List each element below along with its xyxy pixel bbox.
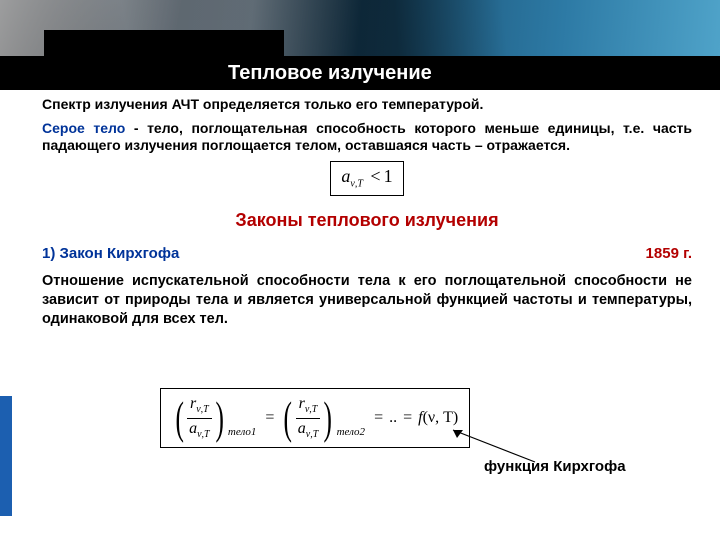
law1-body: Отношение испускательной способности тел… bbox=[42, 272, 692, 329]
law1-header-row: 1) Закон Кирхгофа 1859 г. bbox=[42, 245, 692, 262]
formula1-op: < bbox=[367, 166, 383, 186]
f2-dots: .. bbox=[389, 409, 397, 427]
paren-close-2: ) bbox=[324, 395, 332, 441]
f2-eq2: = bbox=[368, 409, 389, 427]
formula1-sub: ν,T bbox=[350, 178, 363, 189]
kirchhoff-function-label: функция Кирхгофа bbox=[484, 458, 626, 475]
f2-den1-var: a bbox=[189, 420, 197, 437]
grey-body-term: Серое тело bbox=[42, 120, 125, 136]
formula2-box: ( rν,T aν,T ) тело1 = ( rν,T aν,T ) тело… bbox=[160, 388, 470, 448]
content-region: Спектр излучения АЧТ определяется только… bbox=[42, 96, 692, 329]
f2-eq1: = bbox=[259, 409, 280, 427]
f2-body2: тело2 bbox=[336, 426, 368, 438]
side-brand-tab bbox=[0, 396, 12, 516]
intro-line: Спектр излучения АЧТ определяется только… bbox=[42, 96, 692, 114]
f2-args: (ν, T) bbox=[423, 409, 459, 427]
paren-open-1: ( bbox=[175, 395, 183, 441]
paren-close-1: ) bbox=[215, 395, 223, 441]
slide-title: Тепловое излучение bbox=[228, 62, 432, 85]
f2-den1-sub: ν,T bbox=[197, 429, 210, 440]
formula1-box: aν,T <1 bbox=[330, 161, 403, 197]
header-black-block bbox=[44, 30, 284, 56]
f2-num2-sub: ν,T bbox=[305, 405, 318, 416]
law1-year: 1859 г. bbox=[646, 245, 692, 262]
slide-root: Тепловое излучение Спектр излучения АЧТ … bbox=[0, 0, 720, 540]
law1-title: 1) Закон Кирхгофа bbox=[42, 245, 179, 262]
formula1-container: aν,T <1 bbox=[42, 161, 692, 197]
paren-open-2: ( bbox=[284, 395, 292, 441]
f2-den2-sub: ν,T bbox=[306, 429, 319, 440]
grey-body-dash: - bbox=[125, 120, 147, 136]
f2-num1-sub: ν,T bbox=[196, 405, 209, 416]
laws-subheading: Законы теплового излучения bbox=[42, 210, 692, 231]
title-bar: Тепловое излучение bbox=[0, 56, 720, 90]
f2-den2-var: a bbox=[298, 420, 306, 437]
side-brand-text: company name bbox=[12, 433, 23, 512]
fraction-1: rν,T aν,T bbox=[187, 396, 212, 439]
formula1-rhs: 1 bbox=[384, 166, 393, 186]
f2-body1: тело1 bbox=[227, 426, 259, 438]
f2-eq3: = bbox=[397, 409, 418, 427]
fraction-2: rν,T aν,T bbox=[296, 396, 321, 439]
grey-body-paragraph: Серое тело - тело, поглощательная способ… bbox=[42, 120, 692, 155]
